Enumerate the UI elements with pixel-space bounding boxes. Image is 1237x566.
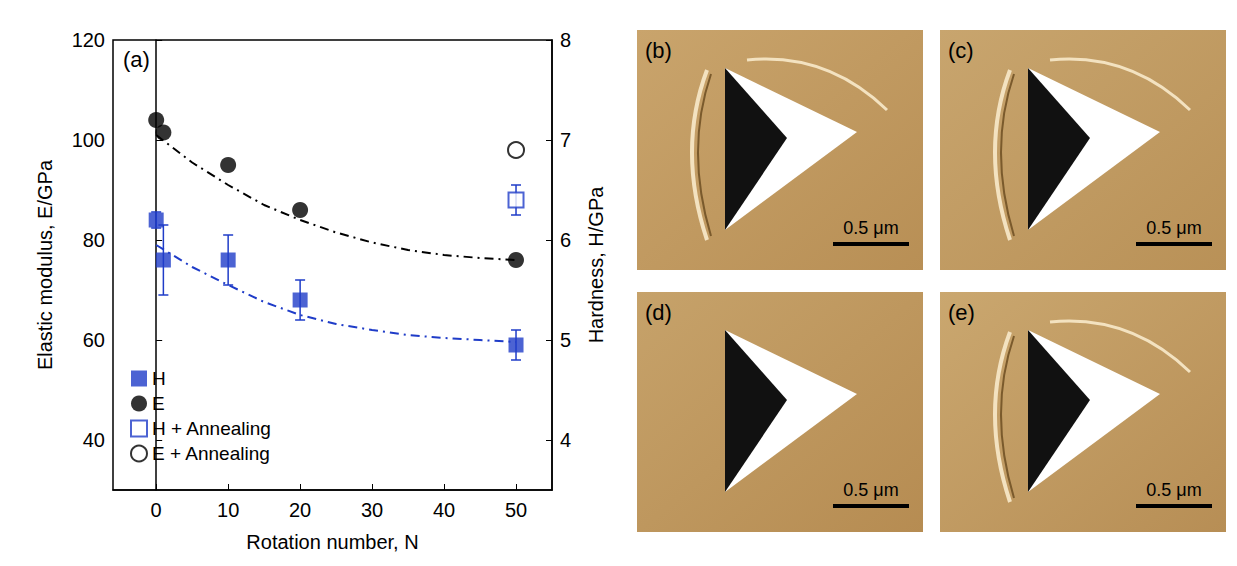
svg-text:30: 30	[361, 499, 383, 521]
svg-text:7: 7	[560, 129, 571, 151]
svg-text:0: 0	[151, 499, 162, 521]
svg-text:60: 60	[83, 329, 105, 351]
svg-text:E + Annealing: E + Annealing	[152, 443, 270, 464]
svg-text:100: 100	[72, 129, 105, 151]
svg-text:6: 6	[560, 229, 571, 251]
svg-text:120: 120	[72, 29, 105, 51]
svg-text:40: 40	[433, 499, 455, 521]
svg-text:0.5 μm: 0.5 μm	[1146, 218, 1201, 238]
svg-text:(a): (a)	[123, 47, 150, 72]
svg-text:50: 50	[505, 499, 527, 521]
svg-text:10: 10	[217, 499, 239, 521]
svg-text:20: 20	[289, 499, 311, 521]
svg-text:(e): (e)	[948, 300, 975, 325]
svg-text:8: 8	[560, 29, 571, 51]
svg-text:0.5 μm: 0.5 μm	[843, 480, 898, 500]
svg-text:Hardness, H/GPa: Hardness, H/GPa	[585, 186, 607, 344]
svg-text:(d): (d)	[645, 300, 672, 325]
svg-text:80: 80	[83, 229, 105, 251]
svg-text:4: 4	[560, 429, 571, 451]
svg-text:H + Annealing: H + Annealing	[152, 418, 271, 439]
svg-text:Rotation number, N: Rotation number, N	[246, 531, 418, 553]
svg-text:E: E	[152, 393, 165, 414]
svg-text:5: 5	[560, 329, 571, 351]
svg-text:40: 40	[83, 429, 105, 451]
svg-text:0.5 μm: 0.5 μm	[1146, 480, 1201, 500]
svg-text:(c): (c)	[948, 38, 974, 63]
svg-text:H: H	[152, 368, 166, 389]
svg-text:Elastic modulus, E/GPa: Elastic modulus, E/GPa	[34, 159, 56, 370]
svg-text:(b): (b)	[645, 38, 672, 63]
svg-text:0.5 μm: 0.5 μm	[843, 218, 898, 238]
